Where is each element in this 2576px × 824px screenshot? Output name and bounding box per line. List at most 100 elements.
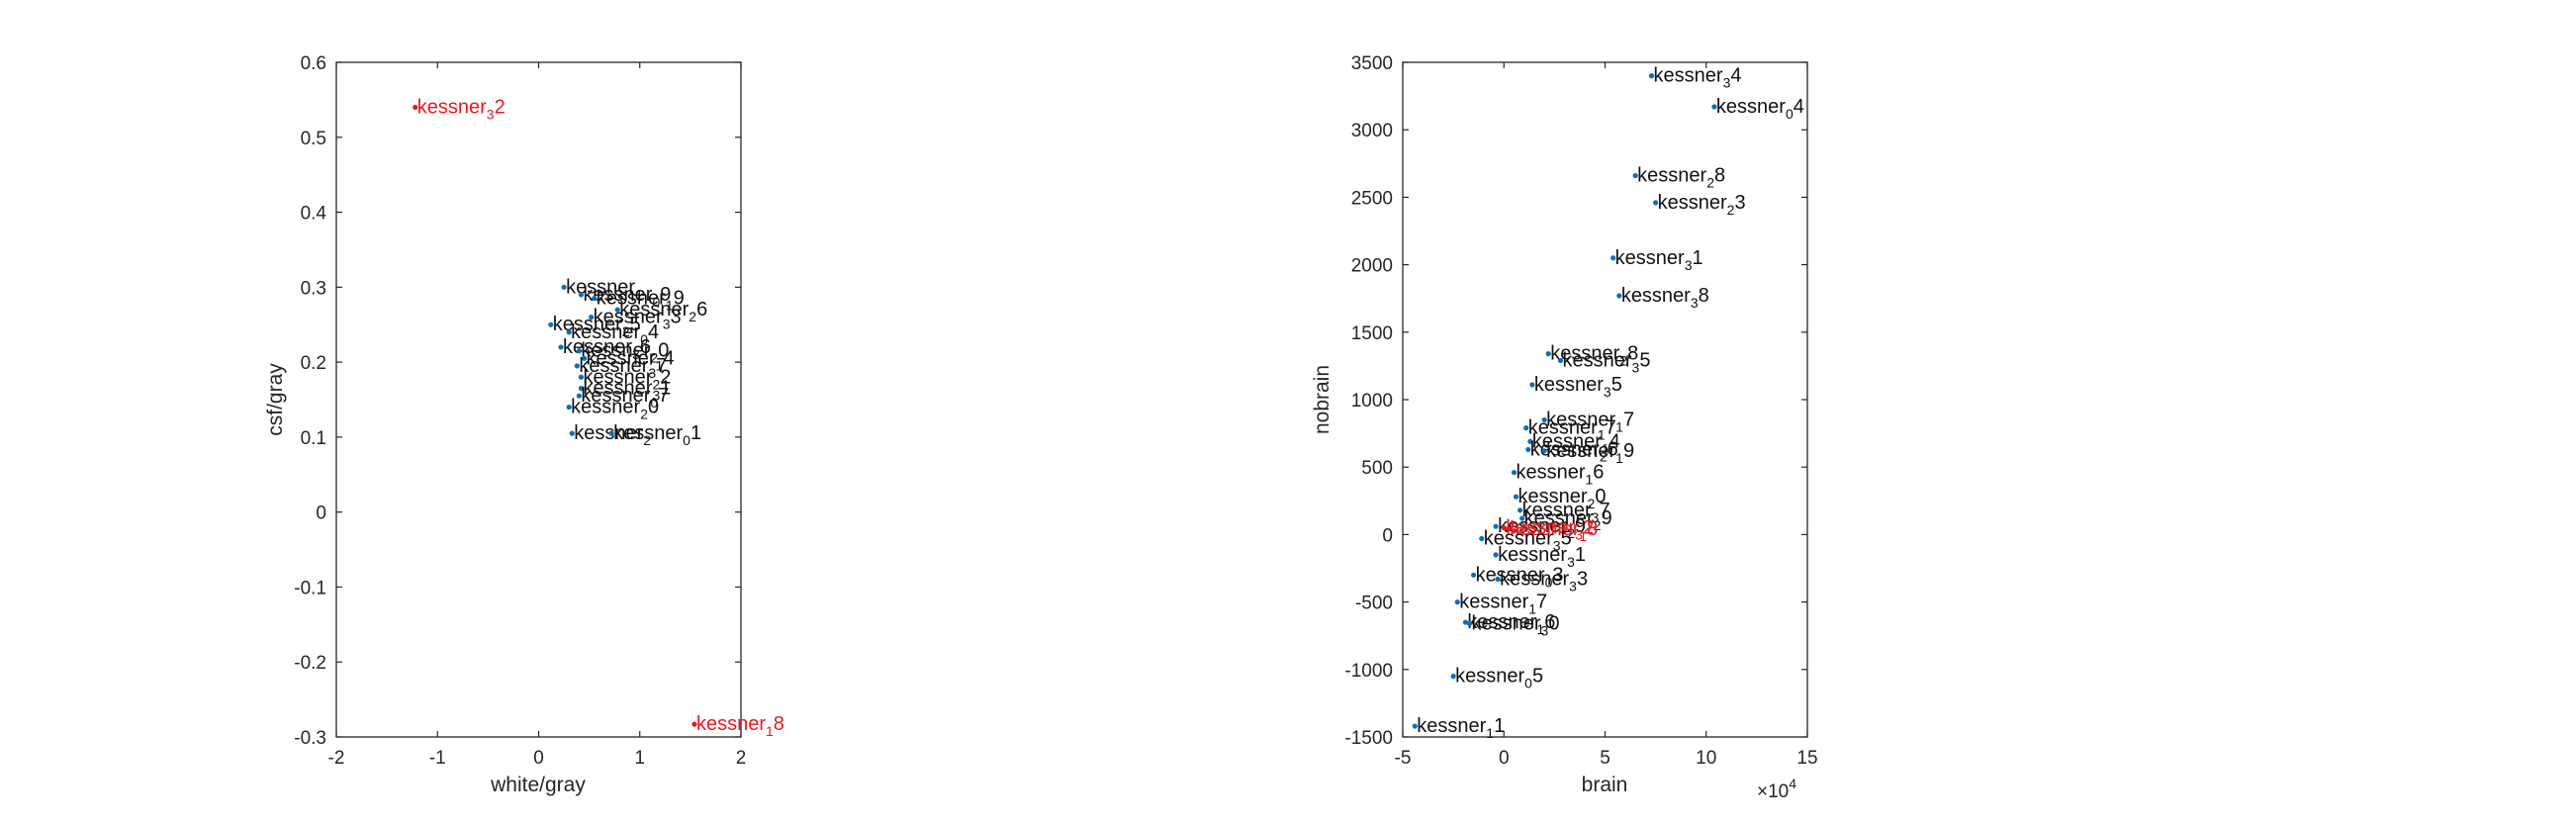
data-point: [558, 344, 564, 350]
data-point: [1519, 515, 1525, 521]
data-point: [1711, 104, 1717, 110]
point-label: kessner05: [1455, 666, 1543, 691]
data-point: [581, 355, 588, 361]
data-point: [1513, 494, 1519, 500]
data-point: [578, 374, 585, 380]
x-tick-label: -1: [429, 748, 446, 769]
data-point: [1479, 535, 1485, 542]
x-tick-label: -2: [328, 748, 345, 769]
y-tick-label: 0.3: [301, 278, 326, 299]
data-point: [561, 284, 567, 290]
point-label: kessner31: [583, 378, 671, 404]
x-axis-exponent-power: 4: [1789, 776, 1796, 791]
point-label: kessner33: [1500, 568, 1588, 594]
x-tick-label: 10: [1696, 748, 1716, 769]
data-point: [614, 307, 620, 313]
scatter-chart-left: -2 -1 0 1 2 -0.3 -0.2 -0.1 0 0.1 0.2 0.3 0.4 0.5 0.6 k…: [264, 53, 784, 796]
x-tick-label: 1: [634, 748, 645, 769]
y-tick-label: 3000: [1351, 121, 1393, 141]
data-point: [1412, 723, 1418, 729]
point-label: kessner18: [1510, 518, 1598, 544]
tick-group-right: -5 0 5 10 15 -1500 -1000 -500 0 500 1000 1500 2000 25…: [1344, 53, 1817, 769]
point-label: kessner37: [579, 355, 667, 381]
point-label: kessner04: [1716, 96, 1804, 122]
point-label: kessner26: [1530, 438, 1618, 464]
y-tick-label: 0: [1382, 525, 1393, 546]
point-label: kessner28: [1550, 343, 1638, 369]
point-label: kessner19: [597, 288, 685, 314]
point-label: kessner1: [566, 276, 643, 302]
point-label: kessner30: [1471, 612, 1559, 638]
y-tick-label: 0.6: [301, 53, 326, 74]
y-tick-label: -0.1: [294, 578, 326, 598]
point-label: kessner31: [1615, 247, 1703, 273]
data-point: [1529, 382, 1535, 388]
data-point: [1557, 357, 1564, 364]
point-group-right: kessner34kessner04kessner28kessner23kess…: [1412, 65, 1804, 741]
x-axis-label-right: brain: [1582, 774, 1628, 796]
point-label: kessner23: [1658, 192, 1746, 218]
data-point: [1495, 576, 1501, 583]
point-label: kessner35: [1534, 374, 1622, 400]
data-point: [1541, 448, 1547, 454]
data-point: [548, 321, 554, 327]
data-point: [1610, 255, 1616, 261]
point-label: kessner14: [587, 347, 675, 373]
data-point: [1527, 438, 1533, 444]
point-label: kessner07: [581, 385, 669, 411]
x-tick-label: 5: [1600, 748, 1610, 769]
data-point: [1545, 351, 1551, 357]
point-label: kessner31: [1498, 544, 1586, 570]
point-label: kessner16: [1516, 462, 1604, 488]
x-tick-label: 15: [1796, 748, 1817, 769]
data-point: [1541, 416, 1547, 423]
x-tick-label: 0: [533, 748, 544, 769]
y-tick-label: 0: [316, 504, 326, 524]
point-label: kessner04: [571, 321, 659, 347]
x-tick-label: -5: [1395, 748, 1412, 769]
point-label: kessner38: [1621, 285, 1709, 311]
tick-group-left: -2 -1 0 1 2 -0.3 -0.2 -0.1 0 0.1 0.2 0.3 0.4 0.5 0.6: [294, 53, 746, 769]
point-label: kessner32: [417, 96, 506, 122]
point-group-left: kessner32kessner18kessner1kessner09kessn…: [413, 96, 784, 739]
point-label: kessner17: [1528, 417, 1616, 443]
data-point: [592, 296, 598, 302]
y-tick-label: 0.2: [301, 353, 326, 374]
data-point: [1616, 293, 1622, 299]
x-tick-label: 2: [736, 748, 747, 769]
data-point: [566, 329, 572, 335]
point-label: kessner35: [1563, 349, 1651, 375]
y-tick-label: -0.2: [294, 653, 326, 674]
point-label: kessner35: [1484, 527, 1572, 553]
x-axis-exponent: ×104: [1757, 776, 1796, 802]
y-tick-label: -1500: [1344, 728, 1393, 749]
data-point: [569, 430, 575, 436]
y-tick-label: 3500: [1351, 53, 1393, 74]
point-label: kessner18: [696, 713, 784, 739]
y-axis-label-right: nobrain: [1311, 365, 1334, 434]
point-label: kessner01: [613, 422, 701, 448]
y-tick-label: 0.5: [301, 129, 326, 149]
data-point: [1501, 524, 1507, 531]
data-point: [1653, 200, 1659, 206]
point-label: kessner26: [619, 299, 707, 324]
data-point: [589, 315, 595, 320]
data-point: [1525, 446, 1531, 453]
point-label: kessner28: [1637, 165, 1725, 191]
y-tick-label: 0.1: [301, 428, 326, 449]
point-label: kessner33: [594, 307, 682, 332]
data-point: [1466, 620, 1473, 627]
point-label: kessner20: [1518, 486, 1607, 511]
point-label: kessner17: [1459, 592, 1547, 617]
data-point: [1493, 552, 1499, 558]
data-point: [1493, 523, 1499, 529]
y-tick-label: 1000: [1351, 391, 1393, 412]
data-point: [566, 404, 572, 411]
point-label: kessner34: [1654, 65, 1742, 91]
data-point: [578, 292, 585, 298]
data-point: [1632, 172, 1638, 179]
y-axis-label-left: csf/gray: [264, 363, 287, 436]
data-point: [1511, 470, 1518, 476]
x-axis-label-left: white/gray: [490, 774, 586, 796]
y-tick-label: 500: [1361, 458, 1393, 479]
